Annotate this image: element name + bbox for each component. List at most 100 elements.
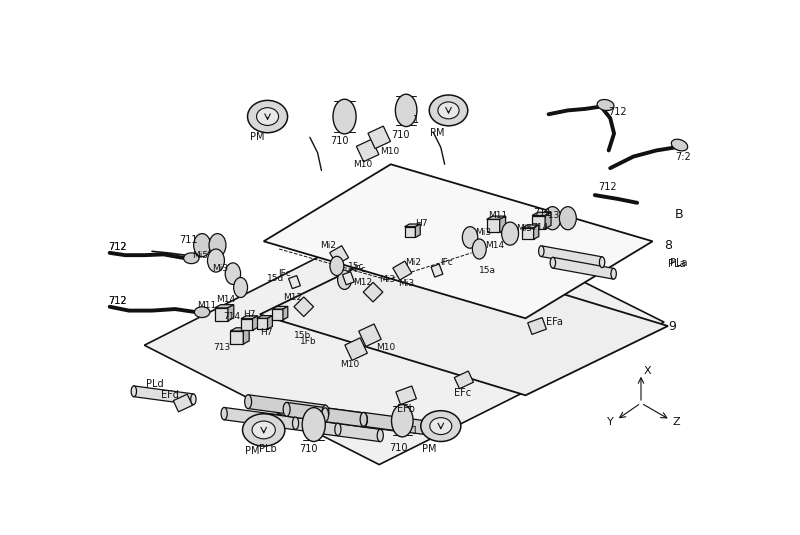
Polygon shape	[545, 212, 551, 228]
Polygon shape	[368, 126, 390, 149]
Polygon shape	[264, 164, 653, 318]
Text: 710: 710	[299, 444, 318, 454]
Ellipse shape	[611, 269, 616, 279]
Text: H7: H7	[260, 327, 272, 337]
Ellipse shape	[550, 257, 555, 268]
Ellipse shape	[242, 414, 285, 446]
Polygon shape	[431, 264, 443, 277]
Polygon shape	[257, 316, 273, 318]
Polygon shape	[415, 224, 420, 238]
Ellipse shape	[209, 234, 226, 257]
Text: PLb: PLb	[258, 444, 277, 454]
Ellipse shape	[544, 207, 561, 230]
Text: Z: Z	[673, 417, 680, 427]
Polygon shape	[228, 304, 234, 321]
Polygon shape	[532, 212, 551, 216]
Ellipse shape	[395, 94, 417, 127]
Polygon shape	[267, 316, 273, 329]
Polygon shape	[364, 412, 441, 437]
Polygon shape	[286, 402, 364, 426]
Text: M10: M10	[380, 147, 400, 156]
Text: PM: PM	[422, 444, 437, 454]
Polygon shape	[405, 224, 420, 227]
Ellipse shape	[462, 227, 478, 248]
Text: Mi2: Mi2	[320, 241, 336, 250]
Text: M10: M10	[376, 343, 395, 352]
Text: 8: 8	[664, 239, 672, 251]
Polygon shape	[345, 338, 367, 361]
Ellipse shape	[293, 417, 298, 430]
Ellipse shape	[671, 139, 688, 151]
Polygon shape	[358, 324, 382, 347]
Polygon shape	[243, 328, 249, 344]
Ellipse shape	[221, 408, 227, 420]
Text: EFb: EFb	[397, 404, 415, 414]
Ellipse shape	[226, 263, 241, 285]
Polygon shape	[522, 225, 538, 228]
Ellipse shape	[391, 404, 413, 437]
Text: 15c: 15c	[348, 262, 364, 271]
Text: M11: M11	[197, 301, 216, 310]
Text: PM: PM	[430, 128, 444, 139]
Polygon shape	[486, 216, 506, 219]
Ellipse shape	[184, 253, 199, 264]
Ellipse shape	[438, 423, 445, 437]
Text: 714: 714	[222, 312, 240, 321]
Text: M14: M14	[485, 241, 504, 250]
Polygon shape	[363, 282, 383, 302]
Polygon shape	[396, 386, 417, 404]
Text: 7:2: 7:2	[675, 151, 691, 162]
Ellipse shape	[257, 108, 278, 125]
Ellipse shape	[472, 239, 486, 259]
Text: 712: 712	[108, 242, 126, 253]
Polygon shape	[542, 246, 602, 268]
Polygon shape	[330, 246, 349, 265]
Ellipse shape	[190, 394, 196, 404]
Text: EFc: EFc	[454, 388, 471, 398]
Polygon shape	[325, 408, 402, 432]
Text: M10: M10	[340, 360, 359, 369]
Polygon shape	[294, 297, 314, 317]
Polygon shape	[215, 304, 234, 308]
Text: M10: M10	[353, 160, 372, 169]
Polygon shape	[393, 261, 412, 280]
Text: 711: 711	[533, 208, 552, 218]
Text: 710: 710	[390, 442, 408, 453]
Ellipse shape	[263, 414, 270, 426]
Text: PM: PM	[245, 446, 259, 456]
Polygon shape	[309, 420, 380, 442]
Polygon shape	[534, 225, 538, 239]
Polygon shape	[283, 307, 288, 320]
Ellipse shape	[302, 408, 326, 441]
Polygon shape	[500, 216, 506, 232]
Ellipse shape	[597, 100, 614, 111]
Text: Mi3: Mi3	[379, 276, 395, 284]
Polygon shape	[342, 272, 354, 285]
Text: 712: 712	[609, 107, 627, 117]
Text: H7: H7	[243, 310, 256, 319]
Text: 713: 713	[213, 343, 230, 352]
Text: 713: 713	[542, 211, 559, 220]
Ellipse shape	[421, 411, 461, 441]
Polygon shape	[528, 318, 546, 334]
Text: 1: 1	[413, 114, 419, 125]
Polygon shape	[486, 219, 500, 232]
Text: Mi2: Mi2	[405, 257, 421, 266]
Text: Mi5: Mi5	[193, 251, 209, 259]
Text: EFd: EFd	[161, 391, 178, 400]
Ellipse shape	[430, 95, 468, 126]
Polygon shape	[248, 395, 326, 419]
Text: 1: 1	[411, 426, 418, 435]
Text: 711: 711	[179, 235, 198, 244]
Ellipse shape	[502, 222, 518, 245]
Text: 15d: 15d	[266, 274, 284, 283]
Polygon shape	[553, 257, 614, 279]
Ellipse shape	[306, 420, 312, 432]
Text: Mi3: Mi3	[398, 279, 414, 288]
Text: EFa: EFa	[546, 317, 563, 327]
Text: 15b: 15b	[294, 331, 311, 340]
Ellipse shape	[330, 256, 344, 276]
Text: PLa: PLa	[670, 258, 688, 268]
Ellipse shape	[131, 386, 137, 397]
Text: X: X	[643, 365, 651, 376]
